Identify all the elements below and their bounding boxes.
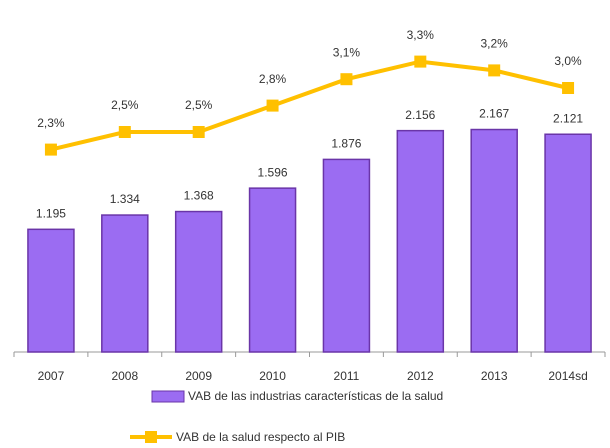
line-value-label: 3,1%	[333, 45, 361, 59]
line-value-label: 3,2%	[481, 37, 509, 51]
line-value-label: 3,3%	[407, 28, 435, 42]
legend-swatch	[151, 390, 185, 403]
bar	[322, 158, 371, 353]
bar-value-label: 1.334	[110, 192, 140, 206]
x-tick-label: 2014sd	[548, 369, 587, 383]
line-marker	[44, 143, 57, 156]
bar	[101, 214, 149, 353]
x-tick-label: 2010	[259, 369, 286, 383]
bar	[27, 228, 75, 353]
x-tick-label: 2007	[38, 369, 65, 383]
line-marker	[340, 73, 353, 86]
bar-value-label: 1.596	[258, 165, 288, 179]
line-value-label: 2,5%	[185, 98, 213, 112]
x-tick-label: 2008	[111, 369, 138, 383]
line-value-label: 2,3%	[37, 116, 65, 130]
bar-value-label: 1.368	[184, 189, 214, 203]
x-tick-label: 2013	[481, 369, 508, 383]
bar	[174, 210, 223, 353]
legend-label: VAB de la salud respecto al PIB	[176, 430, 345, 444]
line-marker	[414, 55, 427, 68]
legend-swatch	[145, 431, 157, 443]
line-marker	[118, 126, 131, 138]
line-value-label: 2,5%	[111, 98, 139, 112]
line-value-label: 2,8%	[259, 72, 287, 86]
x-tick-label: 2009	[185, 369, 212, 383]
line-marker	[488, 64, 501, 77]
bar-value-label: 1.195	[36, 206, 66, 220]
line-marker	[192, 126, 205, 138]
x-tick-label: 2011	[334, 369, 360, 383]
x-tick-label: 2012	[407, 369, 434, 383]
bar	[470, 128, 518, 353]
line	[50, 59, 569, 152]
line-marker	[562, 82, 575, 94]
line-value-label: 3,0%	[554, 54, 582, 68]
bar-value-label: 2.156	[405, 108, 435, 122]
bar-value-label: 2.167	[479, 107, 509, 121]
bar	[248, 187, 297, 353]
bar-value-label: 2.121	[553, 111, 583, 125]
bar	[396, 129, 445, 353]
bar-value-label: 1.876	[331, 137, 361, 151]
legend-label: VAB de las industrias características de…	[188, 389, 443, 403]
bar	[544, 133, 592, 353]
line-marker	[266, 99, 279, 112]
